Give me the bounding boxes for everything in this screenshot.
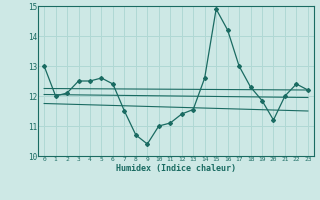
X-axis label: Humidex (Indice chaleur): Humidex (Indice chaleur) <box>116 164 236 173</box>
